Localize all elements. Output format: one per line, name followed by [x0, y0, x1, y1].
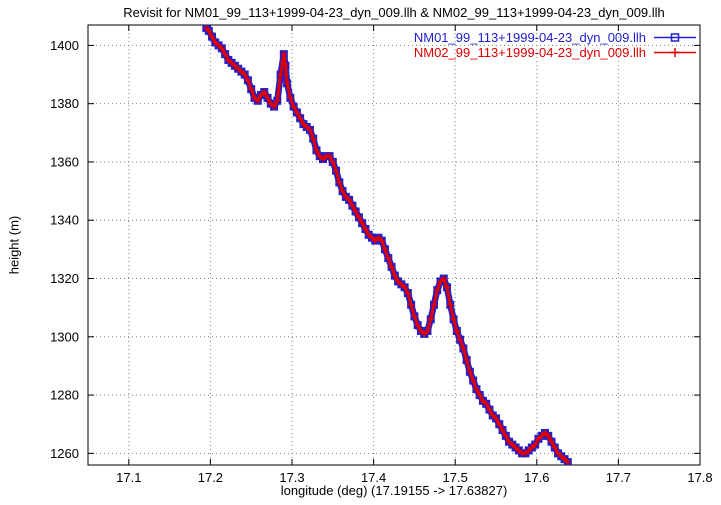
svg-text:17.7: 17.7 [606, 470, 631, 485]
svg-text:1380: 1380 [50, 96, 79, 111]
svg-text:1280: 1280 [50, 388, 79, 403]
svg-text:1320: 1320 [50, 271, 79, 286]
svg-text:17.4: 17.4 [361, 470, 386, 485]
legend-line-plus-marker [654, 48, 696, 57]
svg-text:17.2: 17.2 [198, 470, 223, 485]
legend: NM01_99_113+1999-04-23_dyn_009.llh NM02_… [414, 30, 697, 60]
svg-text:17.6: 17.6 [524, 470, 549, 485]
svg-text:1340: 1340 [50, 213, 79, 228]
x-axis-label: longitude (deg) (17.19155 -> 17.63827) [280, 483, 508, 498]
legend-entry-nm01: NM01_99_113+1999-04-23_dyn_009.llh [414, 30, 697, 45]
svg-text:1400: 1400 [50, 38, 79, 53]
svg-text:17.1: 17.1 [116, 470, 141, 485]
svg-text:17.3: 17.3 [279, 470, 304, 485]
legend-label-nm01: NM01_99_113+1999-04-23_dyn_009.llh [413, 30, 646, 45]
svg-text:1360: 1360 [50, 154, 79, 169]
chart-title: Revisit for NM01_99_113+1999-04-23_dyn_0… [123, 5, 665, 20]
svg-text:1300: 1300 [50, 329, 79, 344]
svg-text:17.8: 17.8 [687, 470, 712, 485]
svg-text:17.5: 17.5 [443, 470, 468, 485]
legend-entry-nm02: NM02_99_113+1999-04-23_dyn_009.llh [414, 45, 697, 60]
legend-label-nm02: NM02_99_113+1999-04-23_dyn_009.llh [413, 45, 646, 60]
svg-text:1260: 1260 [50, 446, 79, 461]
legend-line-square-marker [654, 33, 696, 42]
